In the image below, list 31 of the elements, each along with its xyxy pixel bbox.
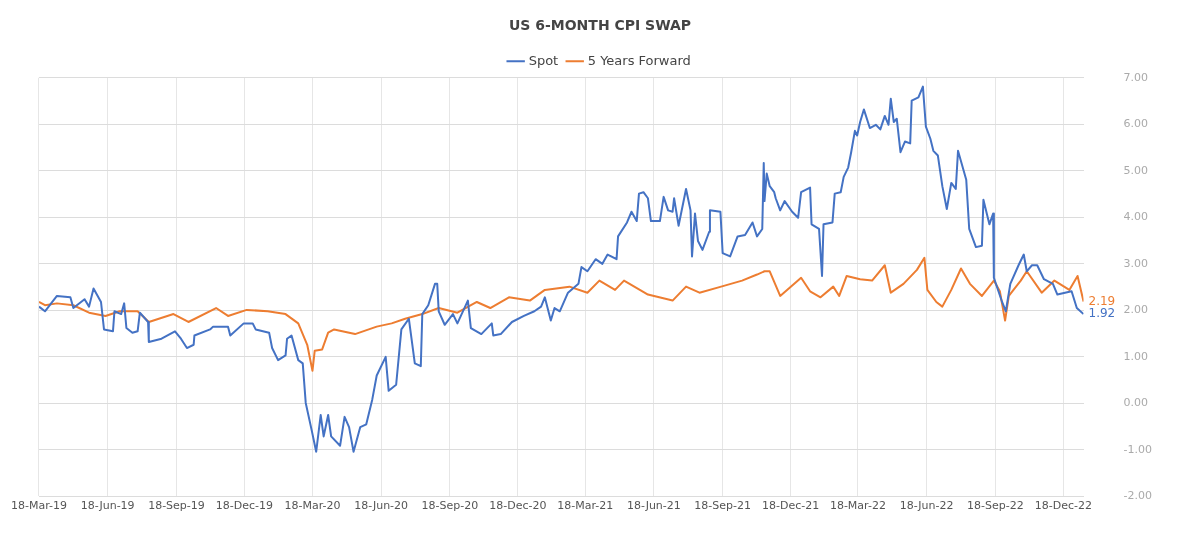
annotation: 2.19: [1088, 293, 1116, 308]
y-tick-label: 7.00: [1123, 70, 1149, 84]
x-tick-label: 18-Jun-20: [354, 498, 409, 512]
chart-title: US 6-MONTH CPI SWAP: [508, 17, 692, 34]
y-tick-label: 1.00: [1123, 349, 1149, 363]
x-tick-label: 18-Jun-19: [80, 498, 135, 512]
x-tick-label: 18-Dec-22: [1034, 498, 1092, 512]
x-tick-label: 18-Dec-21: [762, 498, 820, 512]
y-tick-label: 5.00: [1123, 163, 1149, 177]
y-tick-label: -2.00: [1123, 489, 1153, 503]
x-tick-label: 18-Jun-22: [899, 498, 954, 512]
legend-label: 5 Years Forward: [587, 52, 691, 68]
x-tick-label: 18-Sep-21: [694, 498, 751, 512]
y-tick-label: 6.00: [1123, 117, 1149, 131]
y-tick-label: 3.00: [1123, 256, 1149, 270]
x-tick-label: 18-Sep-20: [421, 498, 479, 512]
x-tick-label: 18-Dec-20: [489, 498, 547, 512]
x-tick-label: 18-Sep-22: [967, 498, 1024, 512]
y-tick-label: 0.00: [1123, 396, 1149, 410]
annotation: 1.92: [1088, 306, 1116, 321]
x-tick-label: 18-Mar-19: [11, 498, 67, 512]
x-tick-label: 18-Mar-20: [284, 498, 341, 512]
y-tick-label: 2.00: [1123, 303, 1149, 317]
x-tick-label: 18-Jun-21: [627, 498, 681, 512]
x-tick-label: 18-Mar-22: [829, 498, 886, 512]
x-tick-label: 18-Sep-19: [148, 498, 205, 512]
legend-label: Spot: [528, 52, 559, 68]
y-tick-label: 4.00: [1123, 210, 1149, 224]
x-tick-label: 18-Mar-21: [557, 498, 614, 512]
y-tick-label: -1.00: [1123, 442, 1153, 456]
x-tick-label: 18-Dec-19: [215, 498, 274, 512]
